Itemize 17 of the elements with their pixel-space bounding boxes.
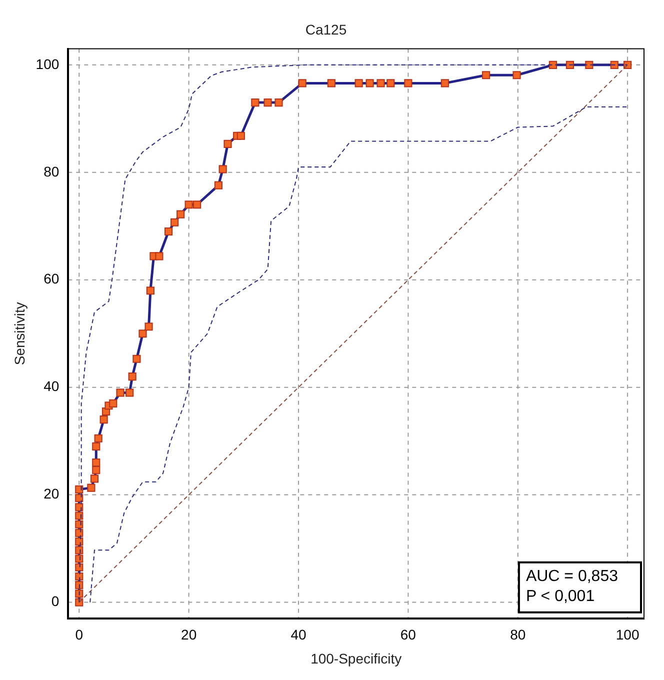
- y-tick-label: 40: [44, 378, 60, 394]
- x-tick-label: 60: [400, 626, 416, 643]
- y-tick-label: 20: [44, 486, 60, 502]
- x-tick-label: 0: [75, 626, 84, 643]
- y-tick-label: 0: [51, 593, 60, 610]
- y-tick-label: 80: [44, 163, 60, 180]
- y-tick-label: 60: [44, 270, 60, 287]
- x-axis-title: 100-Specificity: [310, 650, 402, 666]
- y-tick-label: 100: [36, 56, 60, 72]
- y-axis-title: Sensitivity: [11, 302, 28, 366]
- x-tick-label: 40: [290, 626, 306, 643]
- annotation: P < 0,001: [526, 588, 595, 605]
- chart-title: Ca125: [305, 21, 347, 38]
- x-tick-label: 100: [616, 626, 640, 643]
- x-tick-label: 20: [181, 626, 197, 643]
- x-tick-label: 80: [510, 626, 526, 643]
- annotation: AUC = 0,853: [526, 568, 618, 585]
